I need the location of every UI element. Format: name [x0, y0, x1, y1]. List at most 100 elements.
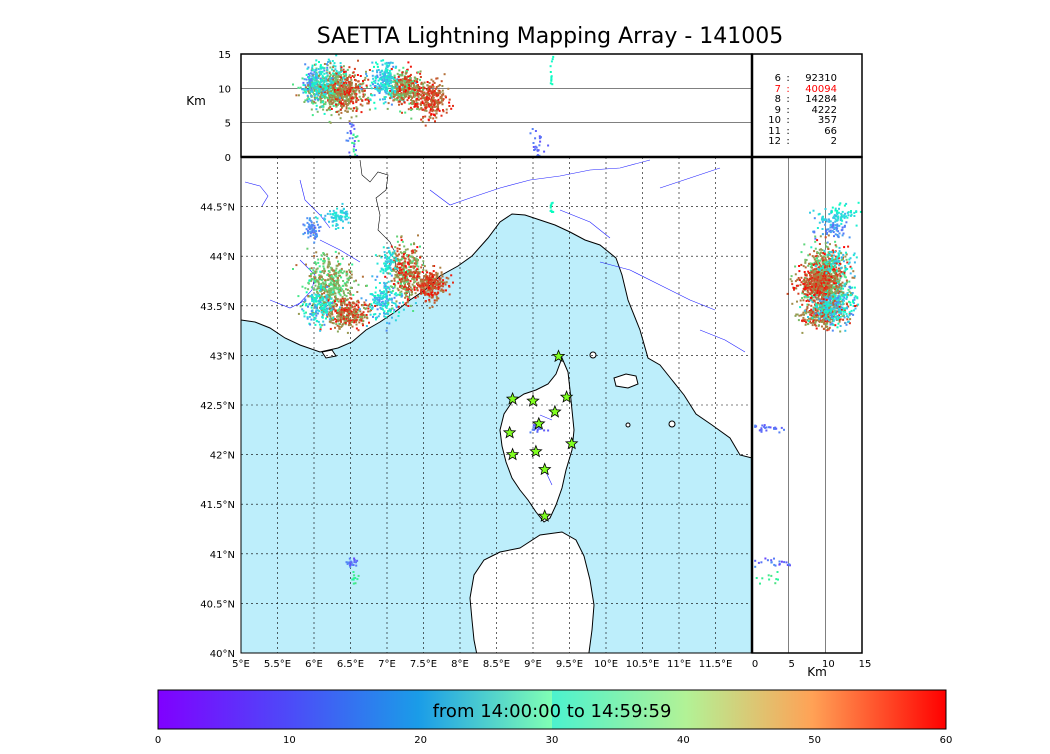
lightning-source-point — [394, 280, 396, 282]
lightning-source-point — [332, 317, 334, 319]
lightning-source-point — [311, 307, 313, 309]
lightning-source-point — [431, 294, 433, 296]
lightning-source-point — [413, 243, 415, 245]
lightning-source-point — [375, 292, 377, 294]
lightning-source-altitude-lon-point — [438, 102, 440, 104]
lightning-source-altitude-lat-point — [857, 304, 859, 306]
lightning-source-point — [318, 230, 320, 232]
lightning-source-point — [333, 280, 335, 282]
lightning-source-altitude-lon-point — [306, 98, 308, 100]
lightning-source-altitude-lat-point — [835, 218, 837, 220]
lightning-source-altitude-lon-point — [359, 85, 361, 87]
lightning-source-point — [292, 268, 294, 270]
lightning-source-point — [332, 220, 334, 222]
lightning-source-point — [379, 313, 381, 315]
lightning-source-point — [403, 262, 405, 264]
lightning-source-point — [321, 303, 323, 305]
lightning-source-point — [388, 291, 390, 293]
lightning-source-point — [445, 284, 447, 286]
lightning-source-altitude-lon-point — [434, 102, 436, 104]
lightning-source-altitude-lon-point — [374, 85, 376, 87]
lightning-source-altitude-lon-point — [408, 95, 410, 97]
lightning-source-altitude-lon-point — [337, 76, 339, 78]
lightning-source-altitude-lon-point — [413, 106, 415, 108]
lightning-source-point — [354, 316, 356, 318]
lightning-source-point — [389, 294, 391, 296]
lightning-source-altitude-lat-point — [802, 317, 804, 319]
lightning-source-point — [347, 292, 349, 294]
lightning-source-altitude-lat-point — [853, 212, 855, 214]
lightning-source-point — [403, 245, 405, 247]
lightning-source-altitude-lat-point — [817, 302, 819, 304]
lightning-source-point — [391, 308, 393, 310]
lightning-source-point — [430, 283, 432, 285]
lightning-source-altitude-lon-point — [304, 78, 306, 80]
lightning-source-point — [413, 287, 415, 289]
lightning-source-altitude-lon-point — [420, 70, 422, 72]
lightning-source-point — [346, 218, 348, 220]
lightning-source-altitude-lon-point — [439, 97, 441, 99]
lightning-source-point — [329, 274, 331, 276]
lightning-source-altitude-lon-point — [429, 116, 431, 118]
lightning-source-altitude-lon-point — [452, 105, 454, 107]
lightning-source-altitude-lat-point — [814, 258, 816, 260]
lightning-source-point — [367, 308, 369, 310]
lightning-source-point — [331, 309, 333, 311]
lightning-source-altitude-lon-point — [530, 132, 532, 134]
lightning-source-point — [317, 259, 319, 261]
lightning-source-altitude-lat-point — [815, 325, 817, 327]
lightning-source-point — [376, 276, 378, 278]
lightning-source-altitude-lon-point — [407, 99, 409, 101]
lightning-source-point — [428, 287, 430, 289]
lightning-source-altitude-lat-point — [835, 208, 837, 210]
lightning-source-point — [441, 273, 443, 275]
lightning-source-point — [399, 267, 401, 269]
lightning-source-point — [338, 285, 340, 287]
lightning-source-altitude-lat-point — [844, 217, 846, 219]
lightning-source-altitude-lat-point — [823, 323, 825, 325]
lightning-source-altitude-lon-point — [414, 77, 416, 79]
lightning-source-point — [403, 309, 405, 311]
lightning-source-point — [318, 295, 320, 297]
lightning-source-altitude-lat-point — [813, 210, 815, 212]
lightning-source-point — [329, 261, 331, 263]
lightning-source-point — [395, 303, 397, 305]
lightning-source-altitude-lon-point — [315, 108, 317, 110]
lightning-source-point — [425, 293, 427, 295]
lightning-source-altitude-lon-point — [420, 94, 422, 96]
lightning-source-point — [395, 305, 397, 307]
lightning-source-altitude-lon-point — [322, 88, 324, 90]
lightning-source-altitude-lon-point — [436, 106, 438, 108]
lightning-source-point — [326, 279, 328, 281]
lightning-source-point — [392, 290, 394, 292]
lightning-source-point — [389, 261, 391, 263]
lightning-source-point — [424, 276, 426, 278]
lightning-source-altitude-lon-point — [354, 154, 356, 156]
lightning-source-altitude-lon-point — [366, 85, 368, 87]
lightning-source-altitude-lon-point — [368, 102, 370, 104]
lightning-source-altitude-lon-point — [413, 84, 415, 86]
lightning-source-point — [354, 313, 356, 315]
lightning-source-point — [399, 302, 401, 304]
lightning-source-altitude-lat-point — [822, 233, 824, 235]
lightning-source-altitude-lon-point — [388, 65, 390, 67]
lightning-source-point — [345, 320, 347, 322]
lightning-source-point — [316, 320, 318, 322]
lightning-source-point — [361, 297, 363, 299]
lightning-source-point — [320, 299, 322, 301]
lightning-source-point — [325, 318, 327, 320]
lightning-source-altitude-lon-point — [334, 83, 336, 85]
lightning-source-altitude-lon-point — [353, 107, 355, 109]
lightning-source-altitude-lon-point — [450, 108, 452, 110]
lightning-source-point — [350, 312, 352, 314]
lightning-source-point — [406, 254, 408, 256]
lightning-source-point — [307, 295, 309, 297]
lightning-source-altitude-lon-point — [315, 59, 317, 61]
lightning-source-altitude-lon-point — [347, 69, 349, 71]
lightning-source-altitude-lon-point — [321, 106, 323, 108]
lightning-source-altitude-lat-point — [802, 319, 804, 321]
lightning-source-point — [375, 254, 377, 256]
lightning-source-altitude-lon-point — [310, 95, 312, 97]
lightning-source-altitude-lon-point — [335, 104, 337, 106]
lightning-source-point — [321, 254, 323, 256]
